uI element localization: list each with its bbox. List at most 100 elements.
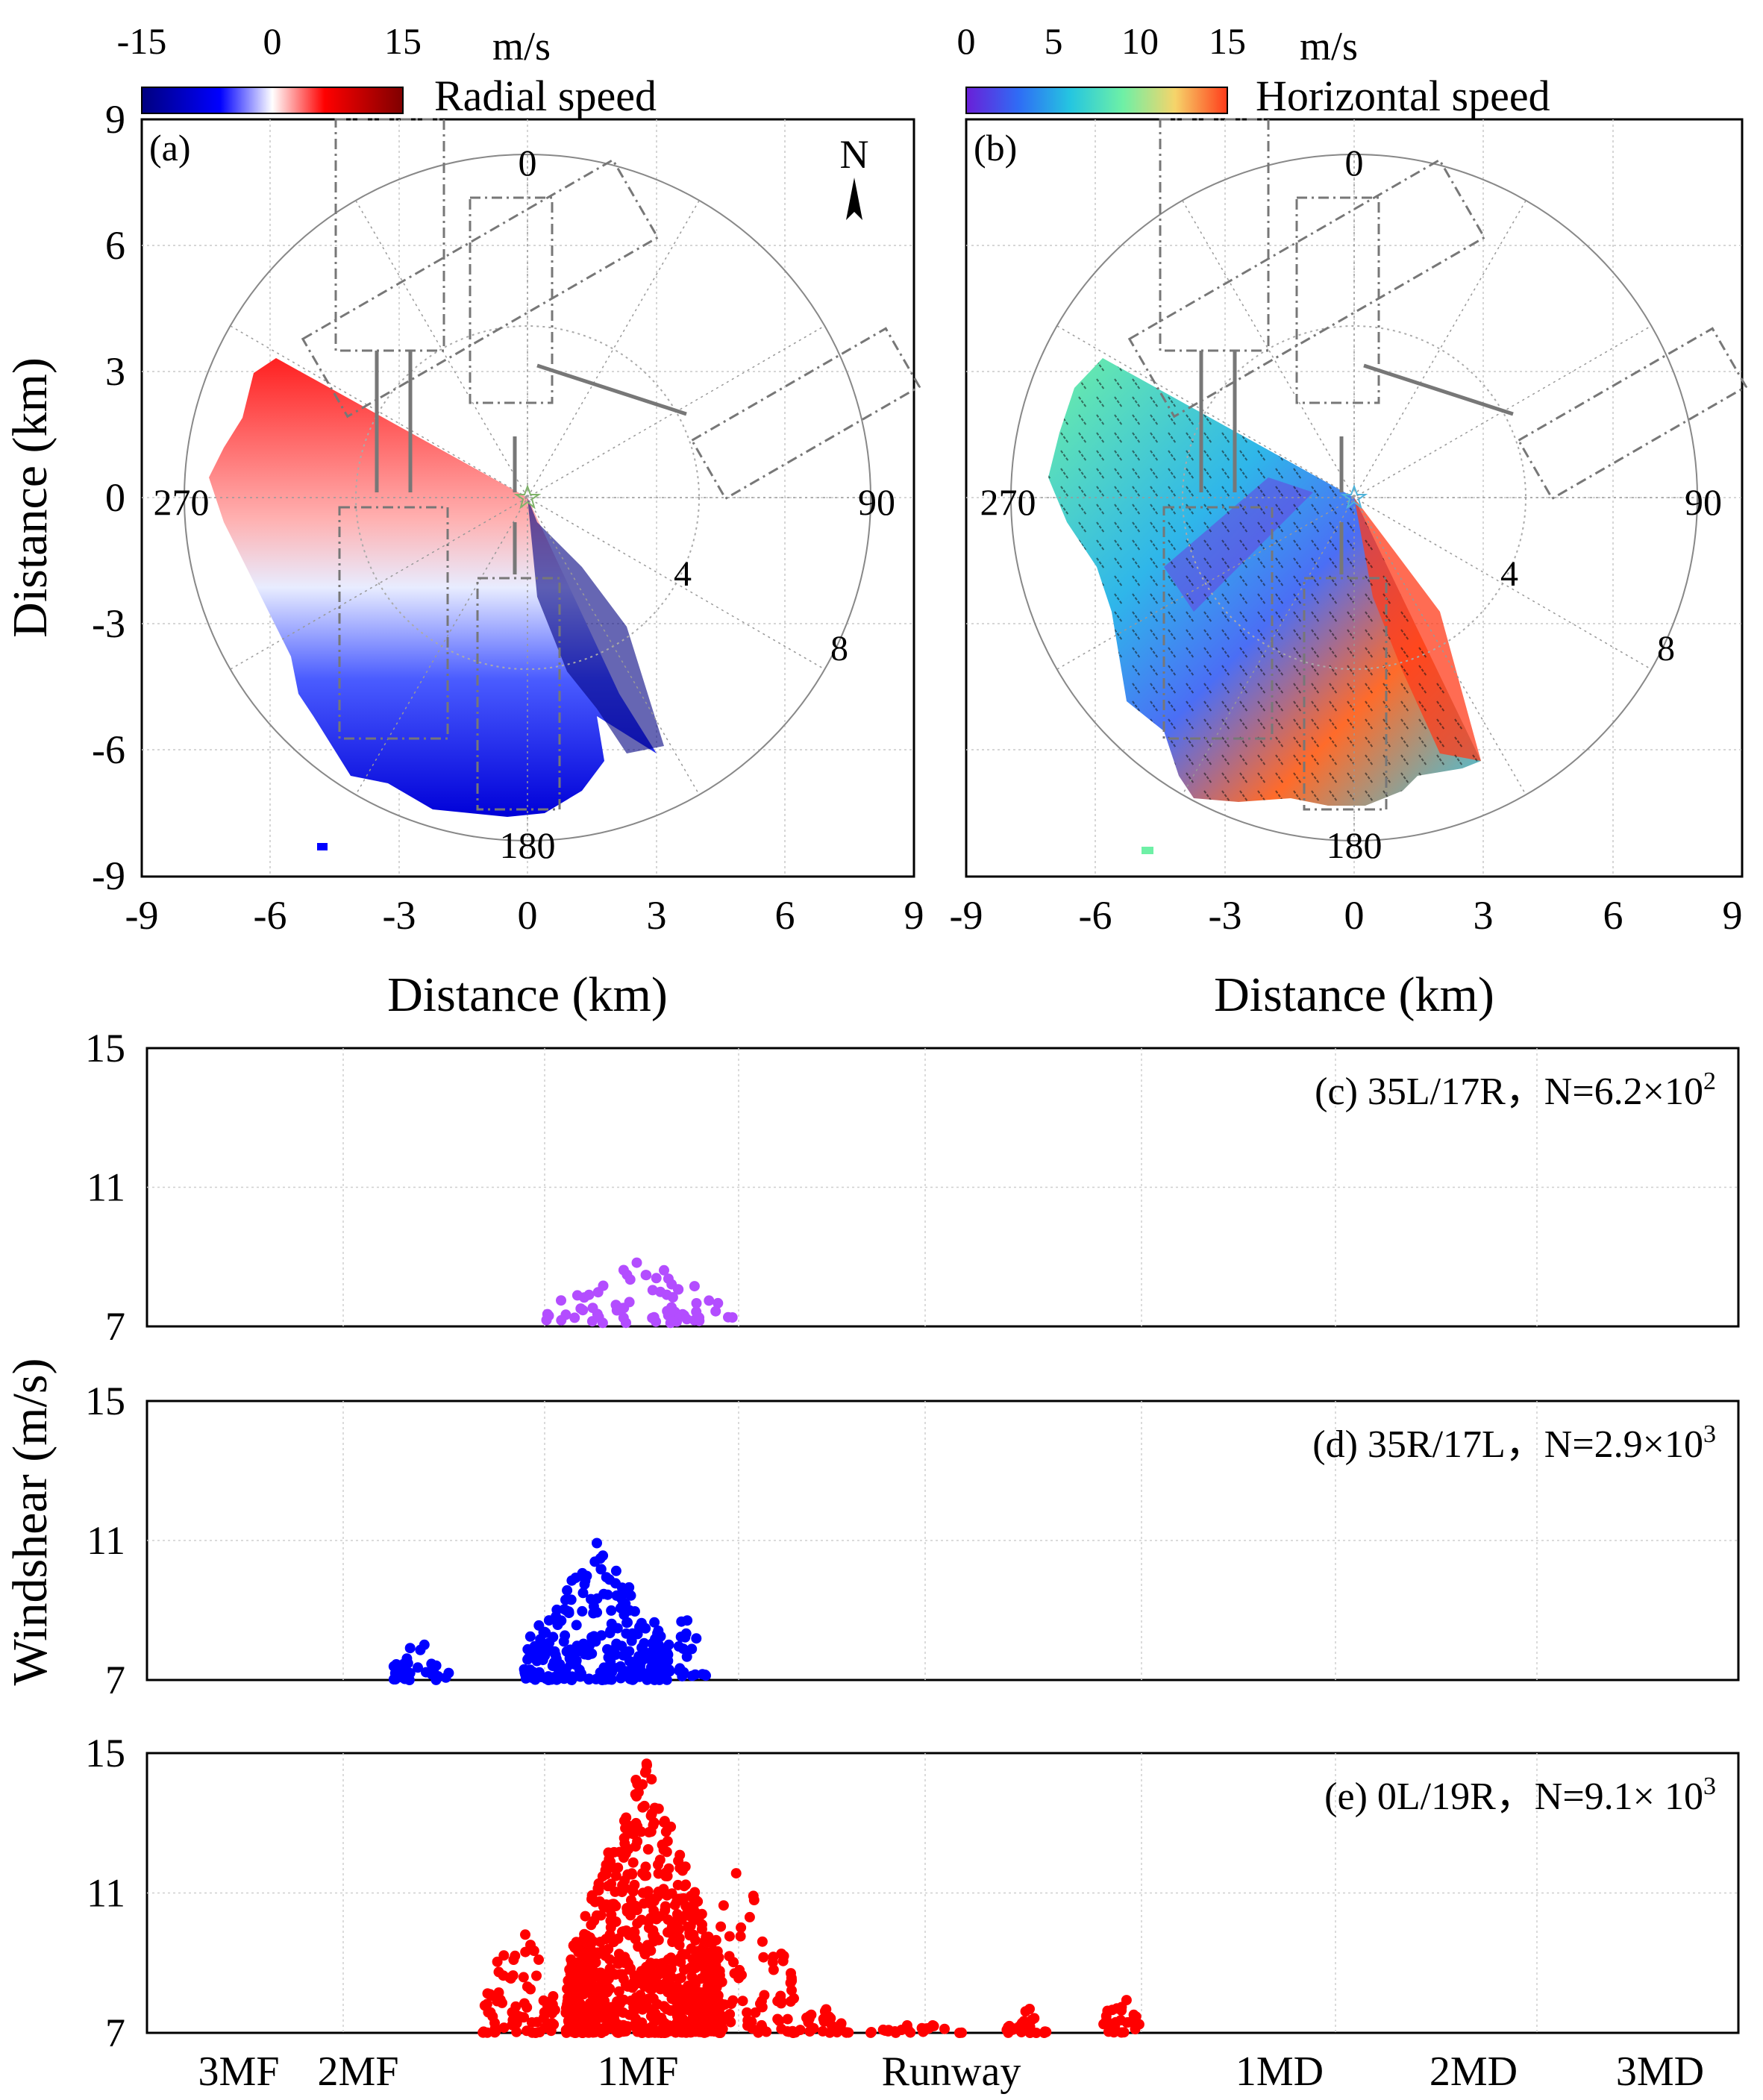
y-tick-a: 6: [105, 223, 125, 268]
scatter-point: [585, 1949, 596, 1960]
scatter-point: [655, 1650, 666, 1661]
scatter-point: [808, 2022, 819, 2034]
colorbar-b-tick: 0: [957, 20, 976, 62]
scatter-point: [624, 1655, 635, 1667]
scatter-point: [604, 1963, 616, 1975]
scatter-point: [576, 1668, 586, 1679]
scatter-point: [627, 1857, 639, 1868]
scatter-point: [689, 1281, 700, 1292]
azimuth-label-a-0: 0: [519, 142, 537, 184]
x-category-label: 2MD: [1429, 2049, 1518, 2095]
scatter-point: [1024, 2004, 1035, 2014]
panel-b-label: (b): [974, 127, 1017, 169]
scatter-point: [697, 1669, 708, 1680]
scatter-point: [831, 2027, 842, 2038]
scatter-point: [548, 1661, 560, 1672]
scatter-point: [600, 1950, 611, 1961]
scatter-point: [605, 1626, 616, 1637]
scatter-point: [619, 1832, 630, 1843]
scatter-point: [640, 1996, 651, 2007]
scatter-point: [533, 1954, 544, 1965]
x-tick-a: -6: [254, 893, 287, 938]
scatter-point: [757, 1936, 768, 1947]
scatter-point: [520, 1929, 530, 1940]
scatter-point: [786, 1972, 797, 1984]
scatter-point: [580, 1911, 591, 1922]
scatter-point: [666, 1888, 677, 1899]
scatter-point: [643, 1827, 654, 1838]
scatter-point: [661, 2004, 672, 2015]
scatter-point: [559, 1604, 570, 1615]
scatter-point: [591, 1910, 602, 1921]
scatter-point: [674, 1911, 685, 1922]
scatter-point: [645, 1670, 656, 1681]
scatter-point: [647, 1285, 658, 1296]
scatter-point: [710, 1306, 721, 1317]
scatter-point: [661, 1289, 672, 1300]
y-tick: 7: [105, 2010, 125, 2055]
scatter-point: [631, 1257, 642, 1268]
scatter-point: [572, 1997, 583, 2008]
scatter-point: [535, 1634, 546, 1645]
scatter-point: [530, 1673, 541, 1684]
panel-a-radial-speed: -15 0 15 m/s Radial speed: [3, 20, 924, 1022]
scatter-point: [477, 2027, 489, 2038]
scatter-point: [598, 1588, 610, 1599]
scatter-points: [477, 1758, 1144, 2038]
scatter-point: [507, 2019, 518, 2031]
scatter-point: [674, 1940, 685, 1951]
scatter-point: [689, 1990, 701, 2001]
scatter-point: [595, 1937, 606, 1948]
scatter-point: [588, 1608, 599, 1619]
scatter-point: [603, 2022, 614, 2034]
scatter-point: [637, 1887, 648, 1899]
colorbar-a-tick-min: -15: [117, 20, 167, 62]
scatter-point: [737, 1996, 748, 2007]
x-tick-b: 3: [1474, 893, 1494, 938]
colorbar-a: -15 0 15 m/s Radial speed: [117, 20, 657, 120]
scatter-point: [570, 1659, 581, 1670]
scatter-point: [1024, 2028, 1036, 2038]
x-category-label: Runway: [882, 2049, 1021, 2095]
scatter-point: [629, 1927, 640, 1937]
y-tick-a: 3: [105, 349, 125, 394]
scatter-point: [592, 1538, 602, 1549]
scatter-point: [785, 1996, 796, 2007]
scatter-point: [681, 1314, 692, 1325]
range-label-a-4: 4: [674, 554, 692, 594]
scatter-point: [581, 2025, 592, 2036]
scatter-point: [401, 1664, 411, 1676]
scatter-point: [685, 1962, 696, 1973]
scatter-point: [715, 1921, 727, 1932]
scatter-point: [621, 1584, 632, 1595]
scatter-point: [674, 1665, 685, 1676]
scatter-point: [597, 1871, 608, 1882]
x-category-label: 3MF: [198, 2049, 280, 2095]
scatter-point: [590, 1673, 601, 1684]
scatter-point: [430, 1674, 442, 1685]
x-category-label: 3MD: [1616, 2049, 1704, 2095]
scatter-point: [939, 2023, 950, 2034]
scatter-point: [577, 1605, 588, 1617]
north-arrow-icon: [846, 178, 862, 220]
scatter-point: [551, 1674, 563, 1685]
runway-centerlines-a: [375, 351, 687, 574]
scatter-point: [782, 2013, 793, 2025]
y-tick: 15: [85, 1379, 125, 1423]
scatter-point: [480, 2000, 491, 2011]
scatter-point: [498, 2022, 510, 2034]
runway-boxes-b: [1127, 118, 1748, 811]
scatter-point: [524, 1631, 536, 1642]
lidar-site-marker-a: [513, 484, 542, 510]
scatter-point: [687, 1953, 698, 1964]
scatter-point: [708, 2021, 719, 2032]
azimuth-label-b-180: 180: [1327, 824, 1382, 866]
scatter-point: [625, 1910, 636, 1921]
scatter-point: [663, 1639, 674, 1650]
ylabel-a: Distance (km): [3, 357, 57, 638]
scatter-point: [698, 1941, 709, 1952]
scatter-point: [636, 1826, 647, 1837]
y-tick: 7: [105, 1658, 125, 1702]
scatter-point: [690, 1934, 701, 1946]
